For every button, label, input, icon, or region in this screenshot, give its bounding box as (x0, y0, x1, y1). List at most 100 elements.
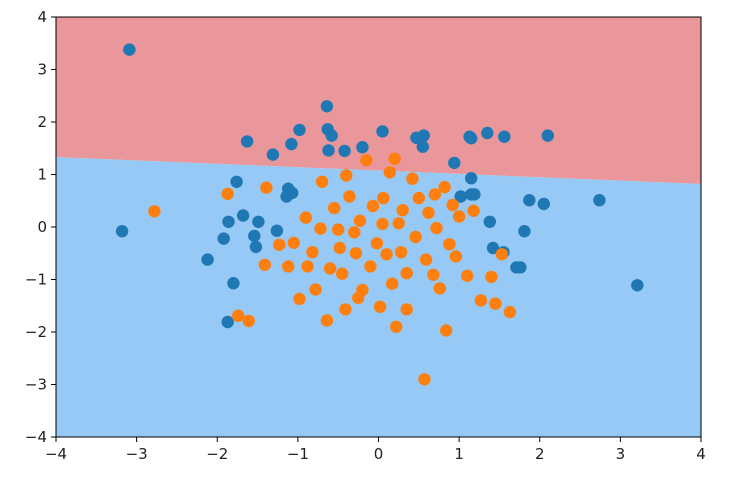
plot-area (56, 17, 701, 438)
x-tick-label: 0 (374, 445, 384, 463)
series-1-point-8 (221, 315, 234, 329)
x-tick-label: −3 (126, 445, 148, 463)
series-1-point-2 (115, 225, 129, 238)
series-1-point-11 (248, 229, 261, 243)
series-1-point-30 (416, 140, 429, 153)
y-tick-label: 4 (37, 8, 47, 26)
series-2-point-10 (293, 292, 306, 306)
series-2-point-6 (260, 181, 273, 194)
y-tick-label: 1 (37, 166, 47, 184)
series-2-point-64 (340, 169, 353, 182)
series-2-point-63 (315, 175, 329, 188)
series-2-point-1 (148, 205, 161, 218)
series-2-point-37 (394, 246, 408, 259)
series-2-point-61 (503, 305, 517, 319)
series-2-point-9 (287, 236, 300, 249)
series-1-point-36 (541, 129, 554, 142)
series-2-point-52 (446, 198, 459, 212)
series-2-point-48 (433, 282, 446, 295)
series-1-point-23 (325, 129, 338, 142)
series-2-point-65 (388, 152, 401, 165)
series-1-point-14 (266, 148, 280, 161)
series-2-point-7 (273, 238, 286, 251)
series-1-point-15 (270, 224, 284, 237)
series-1-point-31 (448, 156, 461, 170)
series-2-point-57 (474, 294, 488, 307)
series-1-point-27 (376, 125, 389, 138)
series-2-point-34 (386, 277, 399, 290)
series-2-point-42 (412, 191, 425, 205)
series-2-point-14 (314, 222, 327, 235)
series-2-point-68 (428, 188, 442, 201)
series-2-point-29 (370, 237, 384, 250)
series-1-point-49 (593, 194, 606, 207)
series-1-point-12 (249, 240, 263, 254)
series-2-point-53 (449, 250, 463, 263)
series-1-point-21 (320, 100, 334, 113)
series-2-point-3 (232, 309, 245, 322)
series-1-point-35 (498, 130, 511, 143)
series-2-point-40 (406, 172, 419, 185)
series-2-point-45 (422, 206, 435, 219)
series-2-point-13 (309, 283, 322, 296)
y-tick-label: −3 (25, 376, 47, 394)
series-2-point-12 (306, 246, 319, 259)
series-2-point-46 (427, 268, 440, 281)
series-1-point-25 (338, 144, 351, 158)
series-1-point-1 (123, 43, 136, 56)
series-2-point-41 (409, 230, 422, 244)
series-2-point-39 (400, 303, 413, 316)
series-1-point-10 (240, 135, 254, 148)
series-1-point-5 (222, 215, 235, 228)
series-1-point-45 (514, 261, 527, 274)
series-2-point-33 (383, 166, 396, 179)
series-2-point-47 (430, 221, 443, 235)
series-2-point-8 (282, 260, 295, 273)
series-2-point-58 (485, 270, 498, 284)
series-1-point-37 (465, 172, 478, 185)
series-2-point-60 (495, 248, 509, 261)
series-2-point-17 (328, 201, 341, 215)
series-1-point-46 (518, 225, 531, 238)
series-2-point-36 (392, 217, 405, 230)
upper-region (56, 17, 701, 184)
series-1-point-4 (217, 232, 230, 245)
series-2-point-62 (299, 211, 313, 224)
lower-region (56, 157, 701, 438)
series-2-point-5 (258, 258, 271, 271)
series-2-point-15 (320, 314, 334, 327)
series-2-point-56 (467, 204, 480, 217)
series-1-point-13 (252, 215, 265, 228)
series-1-point-24 (322, 144, 335, 157)
series-2-point-43 (418, 373, 431, 386)
series-2-point-27 (364, 260, 377, 273)
series-1-point-18 (286, 186, 299, 200)
series-2-point-19 (336, 267, 349, 280)
series-2-point-35 (390, 320, 403, 333)
series-2-point-23 (349, 247, 363, 260)
series-1-point-42 (486, 241, 500, 255)
series-2-point-20 (339, 303, 352, 316)
series-2-point-18 (333, 241, 346, 255)
series-2-point-28 (366, 199, 380, 213)
series-1-point-26 (356, 141, 369, 154)
series-1-point-20 (293, 123, 306, 137)
series-2-point-49 (438, 180, 451, 194)
series-2-point-30 (373, 300, 387, 313)
series-2-point-31 (377, 191, 390, 205)
y-tick-label: −1 (25, 271, 47, 289)
x-tick-label: 1 (454, 445, 464, 463)
series-2-point-70 (332, 223, 345, 236)
series-1-point-6 (230, 175, 243, 188)
series-2-point-67 (352, 291, 365, 305)
series-2-point-44 (419, 253, 433, 266)
axes: −4 −3 −2 −1 0 1 2 3 4 4 3 2 1 0 −1 −2 −3 −4 (25, 8, 706, 463)
series-1-point-7 (227, 277, 240, 290)
series-2-point-22 (348, 226, 361, 239)
x-tick-label: 2 (535, 445, 545, 463)
series-2-point-4 (242, 314, 255, 328)
series-2-point-59 (489, 297, 502, 310)
series-1-point-40 (468, 188, 481, 201)
series-1-point-48 (537, 197, 550, 211)
